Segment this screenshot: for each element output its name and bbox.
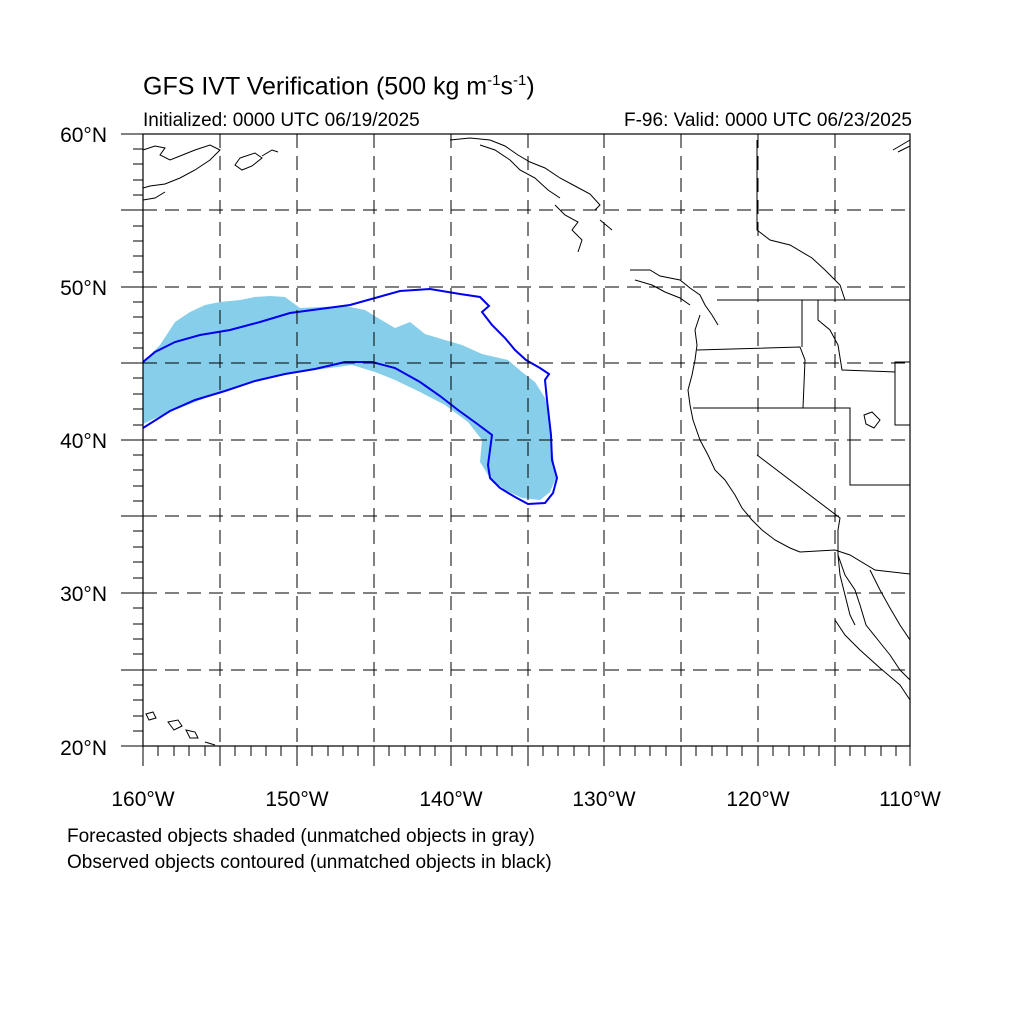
lon-label-130w: 130°W: [572, 788, 635, 811]
axis-ticks: [121, 133, 911, 766]
lon-label-150w: 150°W: [265, 788, 328, 811]
lon-label-120w: 120°W: [726, 788, 789, 811]
lat-labels: 60°N 50°N 40°N 30°N 20°N: [60, 124, 107, 760]
lon-label-140w: 140°W: [419, 788, 482, 811]
initialized-label: Initialized: 0000 UTC 06/19/2025: [143, 110, 420, 131]
lon-label-110w: 110°W: [879, 788, 941, 811]
lat-label-50n: 50°N: [60, 277, 107, 300]
lat-label-40n: 40°N: [60, 430, 107, 453]
valid-time-label: F-96: Valid: 0000 UTC 06/23/2025: [624, 110, 912, 131]
lat-label-30n: 30°N: [60, 583, 107, 606]
map-title: GFS IVT Verification (500 kg m-1s-1): [143, 72, 535, 101]
forecast-ivt-object: [143, 296, 556, 500]
observed-ivt-contour: [142, 287, 559, 506]
graticule: [143, 134, 910, 746]
lon-labels: 160°W 150°W 140°W 130°W 120°W 110°W: [111, 788, 941, 811]
lon-label-160w: 160°W: [111, 788, 174, 811]
coastlines: [142, 137, 911, 746]
forecast-legend-note: Forecasted objects shaded (unmatched obj…: [67, 826, 535, 847]
observed-legend-note: Observed objects contoured (unmatched ob…: [67, 852, 552, 873]
lat-label-20n: 20°N: [60, 737, 107, 760]
lat-label-60n: 60°N: [60, 124, 107, 147]
